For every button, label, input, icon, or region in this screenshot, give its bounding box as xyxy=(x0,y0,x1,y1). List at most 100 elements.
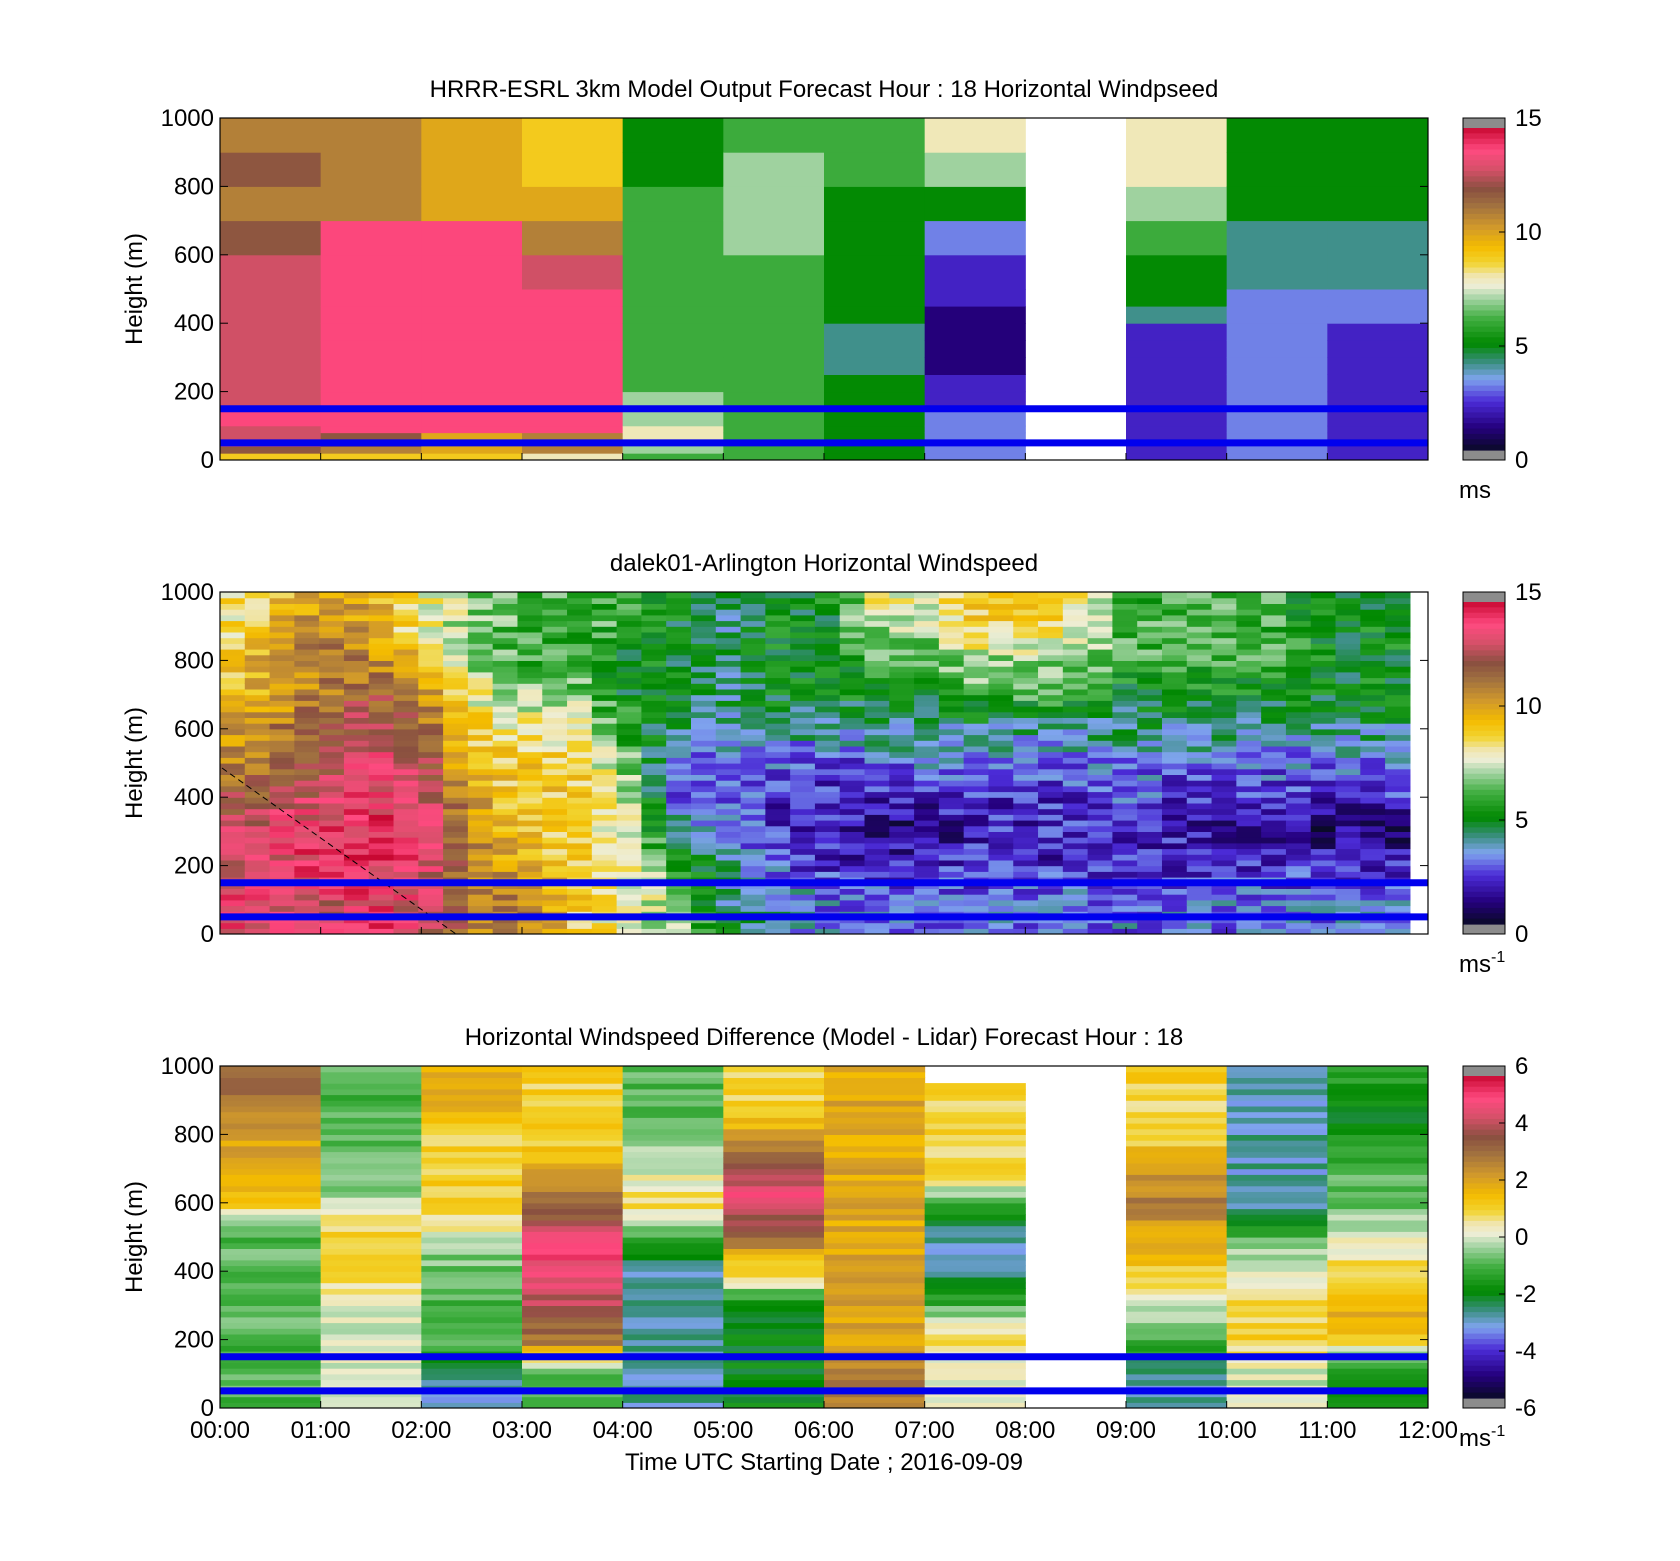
heatmap-cell xyxy=(1126,408,1228,427)
heatmap-cell xyxy=(1385,894,1411,901)
heatmap-cell xyxy=(522,1237,624,1244)
heatmap-cell xyxy=(1236,728,1262,736)
heatmap-cell xyxy=(622,374,724,393)
heatmap-cell xyxy=(591,723,618,730)
heatmap-cell xyxy=(622,289,724,307)
heatmap-cell xyxy=(1161,603,1188,610)
heatmap-cell xyxy=(988,706,1014,713)
heatmap-cell xyxy=(421,152,523,187)
heatmap-cell xyxy=(1236,928,1262,934)
heatmap-cell xyxy=(418,780,444,787)
heatmap-cell xyxy=(1137,592,1163,599)
heatmap-cell xyxy=(517,620,543,627)
heatmap-cell xyxy=(522,1123,624,1130)
heatmap-cell xyxy=(421,1333,523,1341)
heatmap-cell xyxy=(765,711,791,718)
heatmap-cell xyxy=(393,631,419,639)
heatmap-cell xyxy=(443,666,469,673)
heatmap-cell xyxy=(1161,688,1188,696)
heatmap-cell xyxy=(814,894,841,901)
heatmap-cell xyxy=(1087,745,1114,753)
heatmap-cell xyxy=(814,922,841,929)
heatmap-cell xyxy=(1186,649,1213,656)
heatmap-cell xyxy=(368,626,395,633)
heatmap-cell xyxy=(1310,683,1337,690)
heatmap-cell xyxy=(723,425,825,434)
heatmap-cell xyxy=(914,649,940,656)
heatmap-cell xyxy=(1261,694,1287,701)
heatmap-cell xyxy=(220,677,246,684)
heatmap-cell xyxy=(1038,894,1064,901)
heatmap-cell xyxy=(1385,922,1411,929)
colorbar-segment xyxy=(1463,1237,1505,1243)
heatmap-cell xyxy=(889,859,915,867)
heatmap-cell xyxy=(814,797,841,804)
heatmap-cell xyxy=(1062,728,1089,736)
heatmap-cell xyxy=(765,774,791,781)
heatmap-cell xyxy=(666,609,692,616)
heatmap-cell xyxy=(622,453,724,460)
heatmap-cell xyxy=(522,1379,624,1386)
heatmap-cell xyxy=(1211,774,1237,781)
heatmap-cell xyxy=(740,751,766,758)
heatmap-cell xyxy=(622,1254,724,1261)
heatmap-cell xyxy=(220,1197,322,1204)
heatmap-cell xyxy=(421,374,523,393)
heatmap-cell xyxy=(1211,831,1237,838)
heatmap-cell xyxy=(269,728,295,736)
heatmap-cell xyxy=(924,1242,1026,1249)
heatmap-cell xyxy=(666,791,692,798)
heatmap-cell xyxy=(1186,871,1213,878)
heatmap-cell xyxy=(393,894,419,901)
heatmap-cell xyxy=(517,905,543,912)
heatmap-cell xyxy=(320,432,422,440)
colorbar-segment xyxy=(1463,1210,1505,1217)
colorbar-segment xyxy=(1463,1172,1505,1179)
heatmap-cell xyxy=(1327,1248,1428,1255)
heatmap-cell xyxy=(393,609,419,616)
heatmap-cell xyxy=(567,814,593,821)
heatmap-cell xyxy=(839,780,866,787)
heatmap-cell xyxy=(988,609,1014,616)
heatmap-cell xyxy=(938,763,965,770)
heatmap-cell xyxy=(1126,1339,1228,1346)
heatmap-cell xyxy=(320,1100,422,1107)
heatmap-cell xyxy=(1112,763,1138,770)
heatmap-cell xyxy=(368,814,395,821)
heatmap-cell xyxy=(1226,1083,1328,1090)
heatmap-cell xyxy=(1385,688,1411,696)
heatmap-cell xyxy=(723,1254,825,1261)
heatmap-cell xyxy=(1087,894,1114,901)
heatmap-cell xyxy=(1038,842,1064,850)
heatmap-cell xyxy=(616,609,643,616)
heatmap-cell xyxy=(1013,894,1039,901)
heatmap-cell xyxy=(1087,631,1114,639)
heatmap-cell xyxy=(368,700,395,707)
heatmap-cell xyxy=(723,220,825,256)
heatmap-cell xyxy=(1285,660,1312,667)
heatmap-cell xyxy=(1038,745,1064,753)
heatmap-cell xyxy=(269,683,295,690)
heatmap-cell xyxy=(723,1071,825,1078)
heatmap-cell xyxy=(492,592,519,599)
heatmap-cell xyxy=(393,649,419,656)
heatmap-cell xyxy=(988,854,1014,861)
heatmap-cell xyxy=(517,706,543,713)
heatmap-cell xyxy=(824,1379,926,1386)
heatmap-cell xyxy=(723,1379,825,1386)
heatmap-cell xyxy=(1137,757,1163,764)
heatmap-cell xyxy=(517,831,543,838)
heatmap-cell xyxy=(1327,1185,1428,1192)
heatmap-cell xyxy=(1226,1379,1328,1386)
heatmap-cell xyxy=(814,928,841,934)
heatmap-cell xyxy=(1161,654,1188,661)
heatmap-cell xyxy=(723,1362,825,1369)
heatmap-cell xyxy=(1186,677,1213,684)
heatmap-cell xyxy=(343,597,370,604)
colorbar-over xyxy=(1463,118,1505,128)
heatmap-cell xyxy=(294,837,320,844)
heatmap-cell xyxy=(1126,1185,1228,1192)
heatmap-cell xyxy=(914,797,940,804)
heatmap-cell xyxy=(1226,1276,1328,1284)
heatmap-cell xyxy=(467,928,494,934)
